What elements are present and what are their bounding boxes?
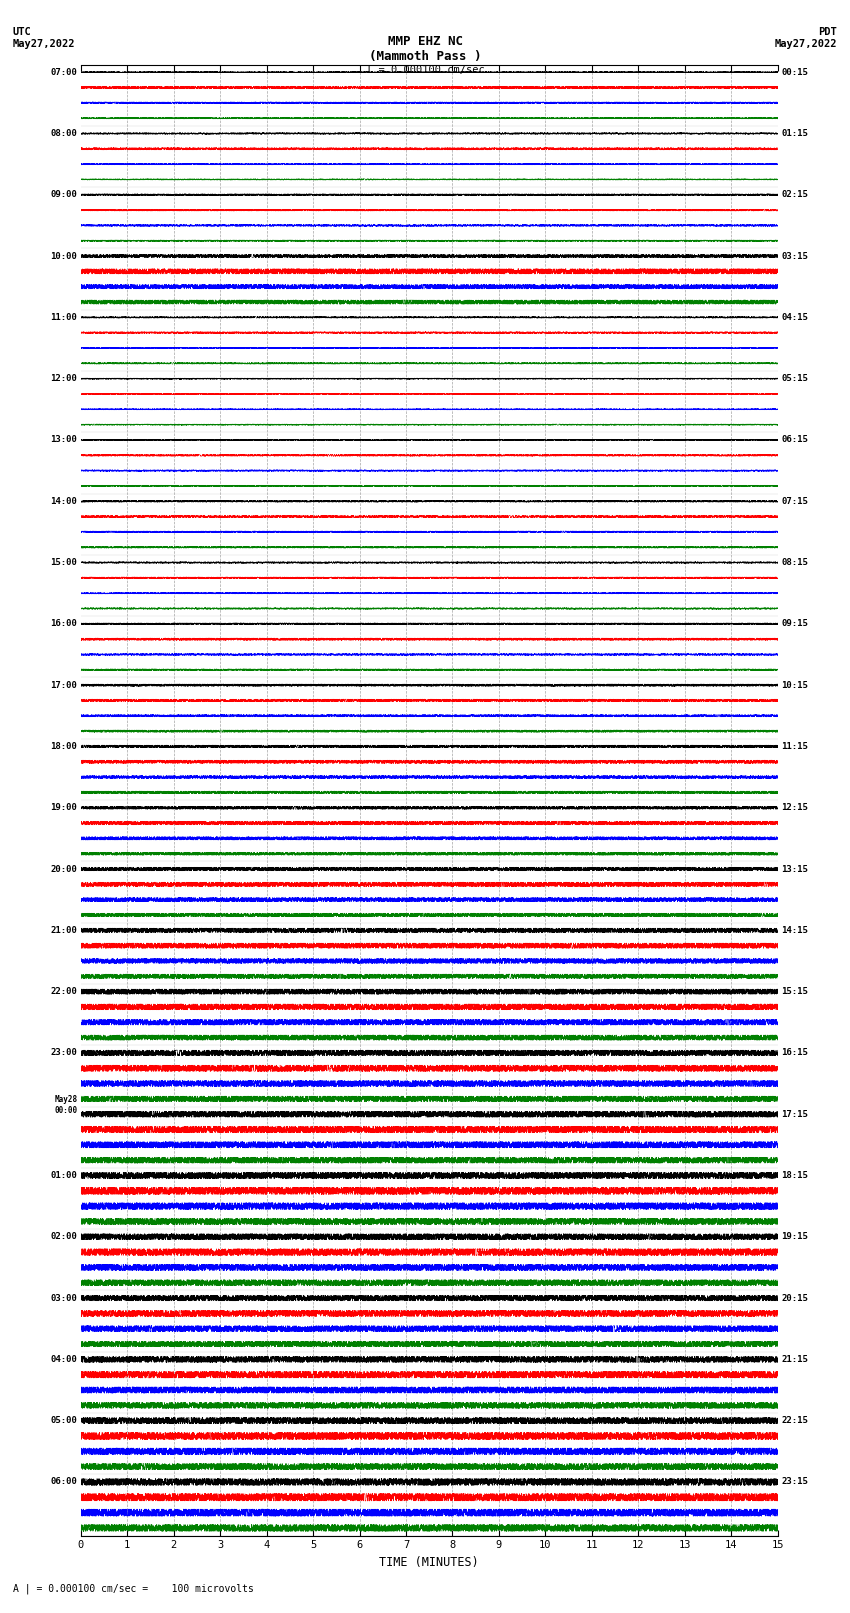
Text: 03:15: 03:15 [781, 252, 808, 261]
Text: 23:00: 23:00 [50, 1048, 77, 1058]
Text: MMP EHZ NC: MMP EHZ NC [388, 35, 462, 48]
Text: 10:15: 10:15 [781, 681, 808, 690]
Text: 15:15: 15:15 [781, 987, 808, 997]
Text: (Mammoth Pass ): (Mammoth Pass ) [369, 50, 481, 63]
Text: 14:15: 14:15 [781, 926, 808, 936]
Text: 16:00: 16:00 [50, 619, 77, 629]
Text: A | = 0.000100 cm/sec =    100 microvolts: A | = 0.000100 cm/sec = 100 microvolts [13, 1582, 253, 1594]
Text: 12:00: 12:00 [50, 374, 77, 384]
Text: 22:00: 22:00 [50, 987, 77, 997]
Text: 10:00: 10:00 [50, 252, 77, 261]
Text: 16:15: 16:15 [781, 1048, 808, 1058]
Text: I = 0.000100 cm/sec: I = 0.000100 cm/sec [366, 65, 484, 74]
X-axis label: TIME (MINUTES): TIME (MINUTES) [379, 1557, 479, 1569]
Text: 01:15: 01:15 [781, 129, 808, 139]
Text: 20:15: 20:15 [781, 1294, 808, 1303]
Text: 08:15: 08:15 [781, 558, 808, 568]
Text: 09:00: 09:00 [50, 190, 77, 200]
Text: 02:15: 02:15 [781, 190, 808, 200]
Text: 18:00: 18:00 [50, 742, 77, 752]
Text: 21:15: 21:15 [781, 1355, 808, 1365]
Text: 11:15: 11:15 [781, 742, 808, 752]
Text: 13:15: 13:15 [781, 865, 808, 874]
Text: 21:00: 21:00 [50, 926, 77, 936]
Text: UTC
May27,2022: UTC May27,2022 [13, 27, 76, 48]
Text: 04:00: 04:00 [50, 1355, 77, 1365]
Text: 07:00: 07:00 [50, 68, 77, 77]
Text: 07:15: 07:15 [781, 497, 808, 506]
Text: 17:15: 17:15 [781, 1110, 808, 1119]
Text: PDT
May27,2022: PDT May27,2022 [774, 27, 837, 48]
Text: 11:00: 11:00 [50, 313, 77, 323]
Text: 05:15: 05:15 [781, 374, 808, 384]
Text: 05:00: 05:00 [50, 1416, 77, 1426]
Text: 12:15: 12:15 [781, 803, 808, 813]
Text: May28
00:00: May28 00:00 [54, 1095, 77, 1115]
Text: 06:15: 06:15 [781, 436, 808, 445]
Text: 15:00: 15:00 [50, 558, 77, 568]
Text: 00:15: 00:15 [781, 68, 808, 77]
Text: 09:15: 09:15 [781, 619, 808, 629]
Text: 19:15: 19:15 [781, 1232, 808, 1242]
Text: 19:00: 19:00 [50, 803, 77, 813]
Text: 14:00: 14:00 [50, 497, 77, 506]
Text: 20:00: 20:00 [50, 865, 77, 874]
Text: 01:00: 01:00 [50, 1171, 77, 1181]
Text: 18:15: 18:15 [781, 1171, 808, 1181]
Text: 13:00: 13:00 [50, 436, 77, 445]
Text: 17:00: 17:00 [50, 681, 77, 690]
Text: 04:15: 04:15 [781, 313, 808, 323]
Text: 23:15: 23:15 [781, 1478, 808, 1487]
Text: 02:00: 02:00 [50, 1232, 77, 1242]
Text: 06:00: 06:00 [50, 1478, 77, 1487]
Text: 03:00: 03:00 [50, 1294, 77, 1303]
Text: 22:15: 22:15 [781, 1416, 808, 1426]
Text: 08:00: 08:00 [50, 129, 77, 139]
